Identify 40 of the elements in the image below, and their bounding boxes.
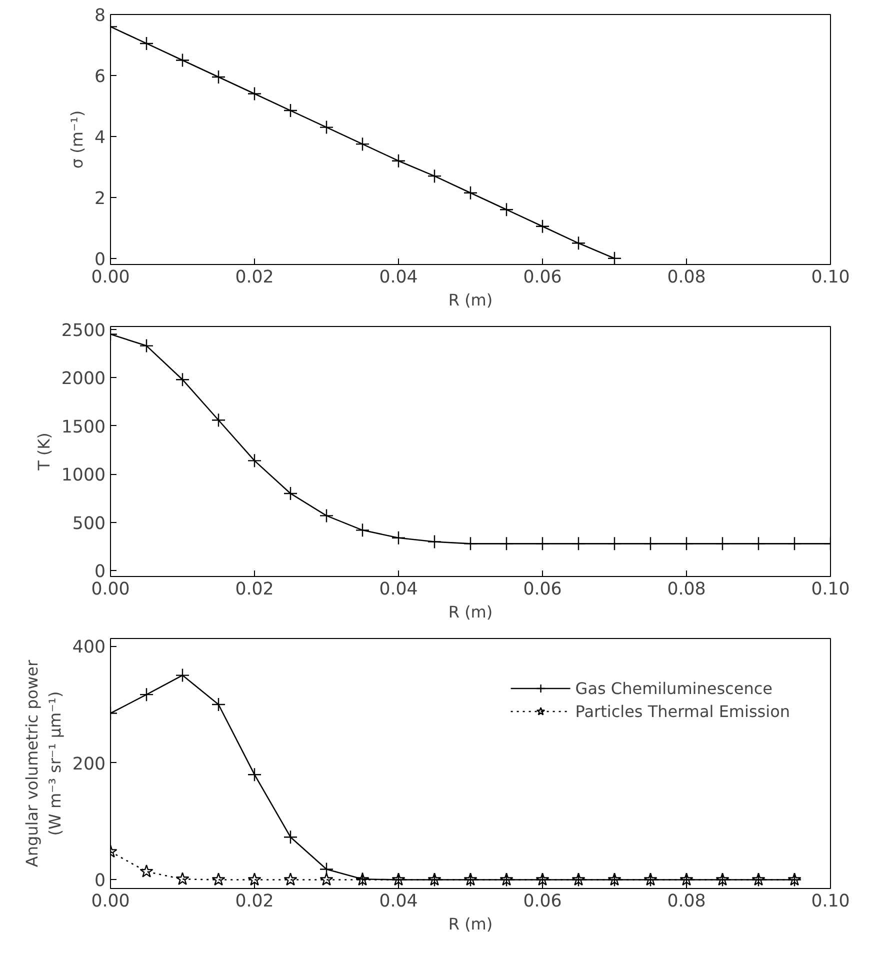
y-tick-label: 2500 <box>61 320 106 341</box>
x-tick-label: 0.04 <box>379 268 418 288</box>
x-axis-title: R (m) <box>448 914 493 934</box>
y-tick-label: 400 <box>72 638 106 658</box>
y-tick-label: 0 <box>94 250 106 270</box>
y-tick-label: 8 <box>94 6 106 26</box>
x-tick-label: 0.02 <box>235 892 274 912</box>
y-tick-label: 6 <box>94 66 106 87</box>
x-tick-label: 0.10 <box>811 892 850 912</box>
y-tick-label: 200 <box>72 754 106 774</box>
y-axis-title: T (K) <box>34 432 54 472</box>
y-tick-label: 2 <box>94 188 106 209</box>
x-axis-title: R (m) <box>448 602 493 622</box>
x-tick-label: 0.10 <box>811 580 850 600</box>
x-tick-label: 0.02 <box>235 268 274 288</box>
x-tick-label: 0.06 <box>523 580 562 600</box>
legend-label: Gas Chemiluminescence <box>575 678 772 698</box>
x-axis-title: R (m) <box>448 290 493 310</box>
x-tick-label: 0.00 <box>91 892 130 912</box>
x-tick-label: 0.10 <box>811 268 850 288</box>
y-tick-label: 0 <box>94 562 106 582</box>
y-tick-label: 1000 <box>61 466 106 486</box>
x-tick-label: 0.04 <box>379 580 418 600</box>
y-tick-label: 0 <box>94 871 106 892</box>
y-axis-title: σ (m⁻¹) <box>67 110 86 169</box>
x-tick-label: 0.00 <box>91 580 130 600</box>
y-tick-label: 1500 <box>61 417 106 438</box>
x-tick-label: 0.08 <box>667 892 706 912</box>
x-tick-label: 0.00 <box>91 268 130 288</box>
x-tick-label: 0.06 <box>523 268 562 288</box>
legend-label: Particles Thermal Emission <box>575 702 790 720</box>
x-tick-label: 0.02 <box>235 580 274 600</box>
x-tick-label: 0.04 <box>379 892 418 912</box>
x-tick-label: 0.06 <box>523 892 562 912</box>
y-tick-label: 2000 <box>61 369 106 390</box>
y-tick-label: 500 <box>72 514 106 534</box>
y-tick-label: 4 <box>94 128 106 148</box>
y-axis-title: Angular volumetric power (W m⁻³ sr⁻¹ μm⁻¹) <box>22 659 64 868</box>
x-tick-label: 0.08 <box>667 268 706 288</box>
x-tick-label: 0.08 <box>667 580 706 600</box>
